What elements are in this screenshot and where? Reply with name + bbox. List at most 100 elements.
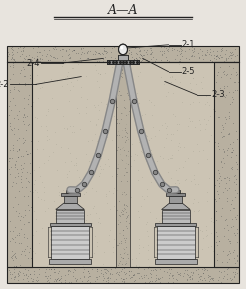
Point — [160, 123, 164, 127]
Point — [11, 145, 15, 150]
Point — [176, 272, 180, 277]
Point — [35, 115, 39, 120]
Point — [114, 277, 118, 282]
Point — [122, 202, 126, 207]
Point — [26, 152, 30, 156]
Point — [65, 174, 69, 179]
Point — [216, 143, 220, 148]
Point — [121, 277, 125, 282]
Point — [17, 89, 21, 93]
Point — [71, 124, 75, 128]
Point — [124, 275, 128, 280]
Point — [54, 141, 58, 146]
Point — [41, 147, 45, 151]
Point — [118, 92, 122, 97]
Point — [142, 52, 146, 57]
Point — [115, 105, 119, 109]
Point — [17, 241, 21, 245]
Point — [109, 85, 113, 90]
Point — [235, 227, 239, 231]
Point — [98, 221, 102, 225]
Point — [209, 216, 213, 221]
Point — [203, 52, 207, 56]
Point — [129, 153, 133, 158]
Point — [81, 223, 85, 227]
Point — [13, 250, 17, 255]
Point — [44, 273, 48, 278]
Point — [127, 268, 131, 273]
Point — [104, 194, 108, 199]
Point — [215, 79, 218, 84]
Point — [9, 164, 13, 169]
Point — [117, 72, 121, 77]
Point — [92, 251, 96, 255]
Point — [236, 79, 240, 84]
Point — [101, 57, 105, 62]
Point — [26, 268, 30, 272]
Point — [71, 66, 75, 71]
Point — [63, 160, 67, 164]
Point — [145, 47, 149, 52]
Point — [220, 165, 224, 170]
Point — [117, 133, 121, 138]
Point — [104, 271, 108, 275]
Point — [170, 155, 174, 160]
Point — [149, 100, 153, 105]
Point — [76, 62, 80, 66]
Point — [7, 113, 11, 118]
Point — [159, 58, 163, 63]
Point — [144, 50, 148, 55]
Point — [27, 122, 31, 126]
Point — [47, 154, 51, 159]
Point — [217, 56, 221, 60]
Point — [121, 276, 125, 281]
Point — [67, 52, 71, 56]
Point — [137, 49, 141, 53]
Point — [10, 52, 14, 57]
Point — [125, 79, 129, 84]
Point — [35, 190, 39, 194]
Point — [104, 51, 108, 56]
Point — [187, 115, 191, 120]
Point — [178, 271, 182, 276]
Point — [123, 126, 127, 130]
Point — [124, 137, 128, 142]
Point — [151, 268, 155, 273]
Point — [148, 46, 152, 51]
Point — [49, 266, 53, 271]
Point — [233, 79, 237, 84]
Point — [11, 147, 15, 152]
Point — [11, 258, 15, 263]
Point — [203, 277, 207, 282]
Point — [21, 154, 25, 158]
Point — [174, 261, 178, 266]
Point — [31, 272, 35, 277]
Point — [12, 275, 16, 279]
Point — [231, 206, 235, 210]
Point — [127, 64, 131, 69]
Point — [30, 279, 33, 284]
Point — [145, 186, 149, 191]
Point — [19, 153, 23, 158]
Point — [119, 92, 123, 97]
Point — [126, 212, 130, 217]
Point — [184, 268, 188, 272]
Point — [162, 145, 166, 149]
Point — [156, 277, 160, 282]
Point — [116, 222, 120, 227]
Point — [54, 47, 58, 51]
Point — [123, 240, 127, 244]
Point — [155, 158, 159, 163]
Point — [200, 48, 203, 53]
Point — [112, 237, 116, 242]
Point — [15, 50, 19, 55]
Point — [186, 70, 190, 75]
Point — [63, 280, 67, 285]
Point — [214, 54, 218, 59]
Point — [171, 91, 175, 95]
Point — [57, 193, 61, 198]
Point — [192, 196, 196, 201]
Point — [207, 279, 211, 284]
Point — [78, 126, 82, 131]
Point — [95, 277, 99, 281]
